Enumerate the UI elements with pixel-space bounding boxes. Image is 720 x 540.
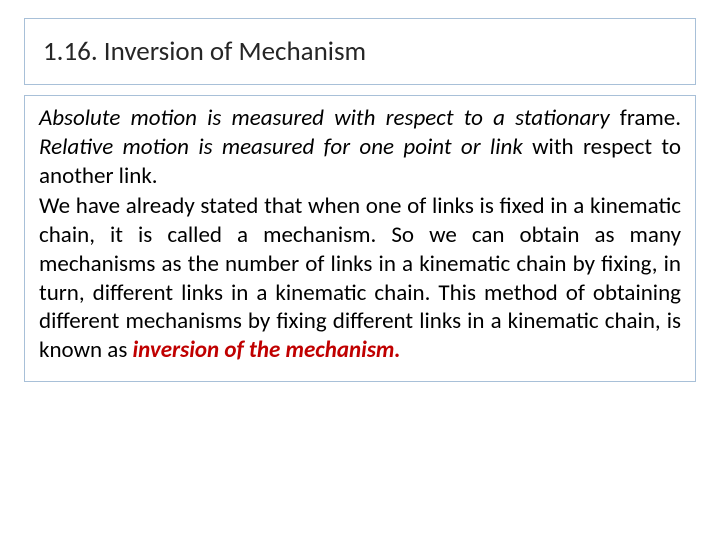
- para2-highlight: inversion of the mechanism.: [133, 336, 401, 364]
- para1-plain-1: frame.: [610, 104, 681, 132]
- paragraph-1: Absolute motion is measured with respect…: [39, 104, 681, 190]
- title-box: 1.16. Inversion of Mechanism: [24, 18, 696, 85]
- slide-title: 1.16. Inversion of Mechanism: [43, 35, 677, 68]
- paragraph-2: We have already stated that when one of …: [39, 192, 681, 365]
- para1-italic-1: Absolute motion is measured with respect…: [39, 104, 610, 132]
- para1-italic-2: Relative motion is measured for one poin…: [39, 133, 523, 161]
- content-box: Absolute motion is measured with respect…: [24, 95, 696, 382]
